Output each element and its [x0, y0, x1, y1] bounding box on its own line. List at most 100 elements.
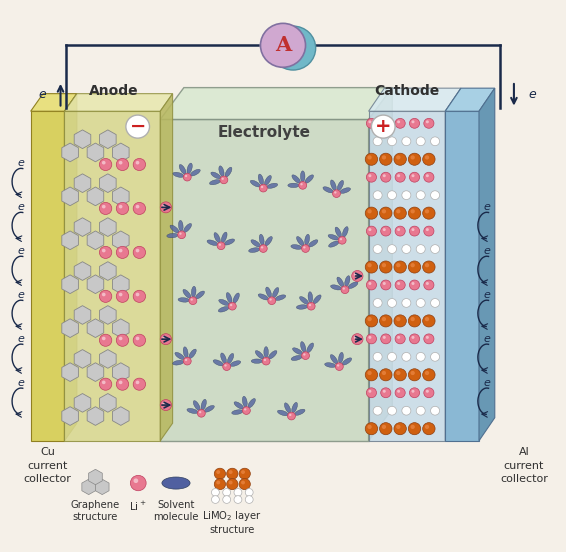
Polygon shape	[160, 88, 392, 119]
Circle shape	[380, 315, 392, 327]
Ellipse shape	[308, 292, 312, 302]
Circle shape	[411, 228, 414, 231]
Ellipse shape	[258, 174, 264, 185]
Circle shape	[373, 245, 382, 253]
Circle shape	[396, 424, 401, 429]
Ellipse shape	[214, 232, 220, 243]
Ellipse shape	[297, 236, 304, 246]
Circle shape	[367, 424, 372, 429]
Ellipse shape	[328, 235, 339, 240]
Circle shape	[395, 388, 405, 397]
Polygon shape	[87, 319, 104, 337]
Circle shape	[212, 489, 220, 496]
Circle shape	[373, 406, 382, 415]
Circle shape	[397, 228, 400, 231]
Ellipse shape	[295, 409, 305, 415]
Circle shape	[381, 209, 386, 214]
Circle shape	[368, 390, 371, 393]
Ellipse shape	[175, 352, 185, 359]
Circle shape	[216, 481, 220, 485]
Ellipse shape	[167, 233, 178, 238]
Polygon shape	[62, 407, 79, 426]
Circle shape	[395, 118, 405, 128]
Ellipse shape	[191, 286, 196, 297]
Circle shape	[303, 246, 306, 248]
Circle shape	[381, 263, 386, 267]
Circle shape	[241, 470, 245, 474]
Circle shape	[244, 408, 246, 411]
Circle shape	[367, 209, 372, 214]
Circle shape	[388, 245, 397, 253]
Circle shape	[410, 317, 415, 321]
Text: Cathode: Cathode	[374, 83, 440, 98]
Ellipse shape	[335, 227, 341, 237]
Circle shape	[402, 299, 411, 307]
Circle shape	[381, 155, 386, 160]
Polygon shape	[445, 88, 495, 112]
Circle shape	[408, 153, 421, 165]
Ellipse shape	[268, 351, 277, 359]
Circle shape	[383, 120, 386, 123]
Ellipse shape	[331, 354, 338, 364]
Circle shape	[411, 120, 414, 123]
Circle shape	[381, 334, 391, 344]
Polygon shape	[31, 112, 65, 440]
Ellipse shape	[255, 351, 264, 359]
Circle shape	[368, 336, 371, 339]
Circle shape	[394, 369, 406, 381]
Ellipse shape	[305, 175, 314, 183]
Circle shape	[333, 190, 340, 198]
Circle shape	[383, 282, 386, 285]
Ellipse shape	[308, 240, 318, 247]
Ellipse shape	[291, 355, 302, 360]
Ellipse shape	[221, 353, 226, 363]
Circle shape	[366, 280, 376, 290]
Polygon shape	[62, 319, 79, 337]
Ellipse shape	[340, 188, 350, 193]
Polygon shape	[62, 275, 79, 294]
Circle shape	[424, 172, 434, 182]
Circle shape	[134, 479, 138, 483]
Circle shape	[394, 261, 406, 273]
Text: Graphene
structure: Graphene structure	[71, 500, 120, 522]
Text: e: e	[38, 88, 46, 101]
Polygon shape	[87, 407, 104, 426]
Circle shape	[185, 175, 187, 177]
Ellipse shape	[195, 291, 204, 299]
Circle shape	[410, 424, 415, 429]
Polygon shape	[479, 88, 495, 440]
Circle shape	[216, 470, 220, 474]
Circle shape	[116, 334, 128, 346]
Text: LiMO$_2$ layer
structure: LiMO$_2$ layer structure	[202, 509, 262, 535]
Circle shape	[178, 231, 186, 238]
Ellipse shape	[329, 241, 339, 247]
Circle shape	[126, 115, 149, 138]
Ellipse shape	[231, 410, 243, 415]
Polygon shape	[113, 319, 129, 337]
Text: Al
current
collector: Al current collector	[500, 447, 548, 484]
Circle shape	[289, 414, 291, 416]
Circle shape	[340, 238, 342, 240]
Circle shape	[338, 236, 346, 244]
Circle shape	[431, 299, 440, 307]
Circle shape	[245, 489, 253, 496]
Circle shape	[396, 209, 401, 214]
Circle shape	[409, 172, 419, 182]
Polygon shape	[96, 479, 109, 495]
Text: e: e	[18, 203, 24, 213]
Circle shape	[261, 246, 263, 248]
Circle shape	[189, 297, 197, 305]
Circle shape	[408, 207, 421, 219]
Ellipse shape	[193, 401, 200, 410]
Ellipse shape	[230, 361, 241, 367]
Circle shape	[409, 388, 419, 397]
Circle shape	[402, 137, 411, 146]
Circle shape	[365, 153, 378, 165]
Ellipse shape	[345, 275, 350, 286]
Polygon shape	[100, 349, 116, 368]
Circle shape	[431, 137, 440, 146]
Circle shape	[424, 280, 434, 290]
Ellipse shape	[301, 342, 306, 352]
Circle shape	[260, 23, 306, 67]
Circle shape	[373, 137, 382, 146]
